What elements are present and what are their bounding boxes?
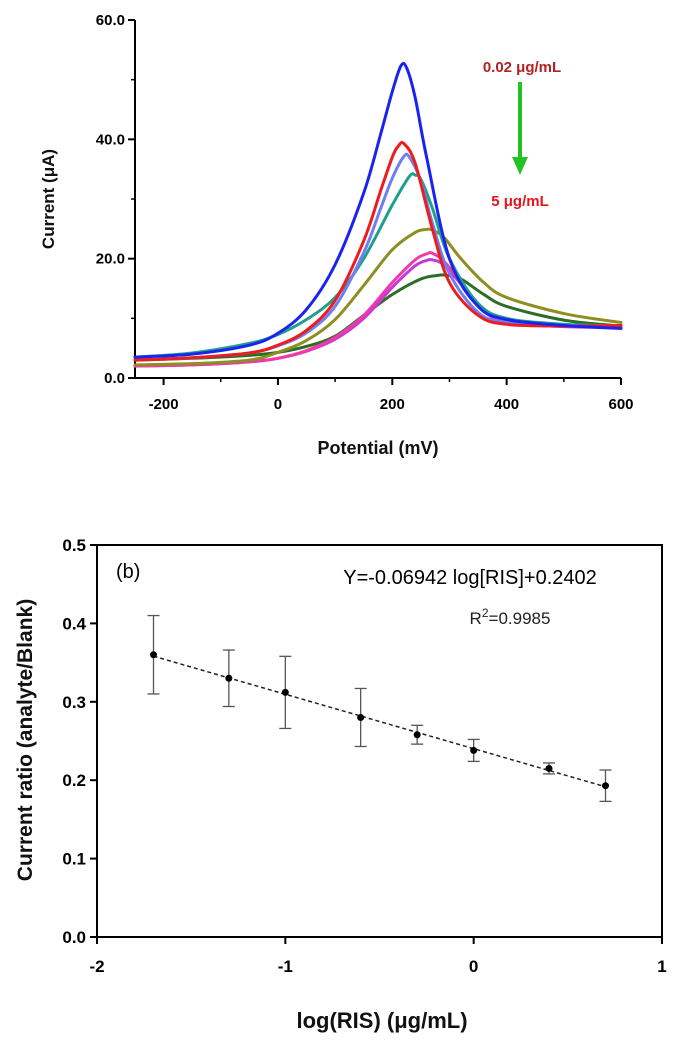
data-point [225, 674, 233, 682]
panel-b-y-tick-label: 0.0 [62, 928, 86, 947]
panel-b-calibration: -2 -1 0 1 0.0 0.1 0.2 0.3 0.4 0.5 (b) Y=-0.06942 … [14, 536, 667, 1033]
data-point [150, 651, 157, 659]
panel-a-ticks: -200 0 200 400 600 0.0 20.0 40.0 60.0 [96, 12, 634, 413]
r-squared-value: =0.9985 [489, 609, 551, 628]
panel-b-y-axis-title: Current ratio (analyte/Blank) [14, 599, 37, 881]
panel-b-x-tick-label: -1 [278, 957, 293, 976]
panel-b-y-tick-label: 0.2 [62, 771, 86, 790]
panel-b-x-tick-label: 0 [469, 957, 478, 976]
panel-a-x-tick-label: 600 [608, 396, 633, 413]
panel-b-y-tick-label: 0.1 [62, 850, 86, 869]
data-point-group [599, 769, 612, 803]
panel-a-x-tick-label: 400 [494, 396, 519, 413]
panel-b-ticks: -2 -1 0 1 0.0 0.1 0.2 0.3 0.4 0.5 [62, 536, 666, 976]
panel-a-curve [133, 61, 623, 359]
panel-b-label: (b) [116, 561, 140, 583]
panel-a-curve [133, 273, 623, 362]
arrow-head [512, 157, 528, 175]
panel-a-y-axis-title: Current (μA) [39, 149, 58, 249]
data-point [470, 746, 478, 754]
data-point-group [279, 655, 292, 730]
r-squared-letter: R [470, 609, 482, 628]
data-point-group [222, 649, 235, 708]
panel-a-y-tick-label: 20.0 [96, 251, 125, 268]
regression-line [153, 655, 606, 788]
data-point-group [147, 614, 160, 695]
data-point [357, 713, 365, 721]
panel-a-curve [133, 227, 623, 367]
panel-a-annotation-top: 0.02 μg/mL [483, 59, 561, 76]
r-squared-sup: 2 [482, 606, 489, 620]
panel-a-curve [133, 152, 623, 362]
panel-b-x-axis-title: log(RIS) (μg/mL) [296, 1008, 467, 1033]
panel-a-annotation-bottom: 5 μg/mL [491, 193, 549, 210]
panel-a-curve [133, 141, 623, 362]
panel-a-x-tick-label: 200 [380, 396, 405, 413]
regression-equation: Y=-0.06942 log[RIS]+0.2402 [343, 567, 597, 589]
panel-a-x-tick-label: -200 [149, 396, 179, 413]
data-point [281, 688, 289, 696]
data-point [545, 764, 553, 772]
panel-a-y-tick-label: 60.0 [96, 12, 125, 29]
panel-a-curves [133, 61, 623, 368]
panel-b-x-tick-label: 1 [657, 957, 666, 976]
panel-a-concentration-arrow [512, 82, 528, 175]
data-point-group [543, 762, 555, 775]
panel-b-y-tick-label: 0.4 [62, 614, 86, 633]
panel-b-frame [96, 544, 663, 938]
data-point-group [354, 687, 367, 748]
panel-a-x-tick-label: 0 [274, 396, 282, 413]
data-point [413, 731, 421, 739]
data-point [602, 782, 609, 790]
panel-a-y-tick-label: 0.0 [104, 370, 125, 387]
panel-a-x-axis-title: Potential (mV) [317, 438, 438, 458]
panel-b-y-tick-label: 0.3 [62, 693, 86, 712]
panel-b-x-tick-label: -2 [89, 957, 104, 976]
data-point-group [411, 724, 424, 745]
data-point-group [467, 738, 480, 763]
r-squared: R2=0.9985 [470, 606, 551, 628]
panel-b-y-tick-label: 0.5 [62, 536, 86, 555]
panel-a-voltammogram: -200 0 200 400 600 0.0 20.0 40.0 60.0 Potential … [39, 12, 634, 458]
panel-a-y-tick-label: 40.0 [96, 131, 125, 148]
panel-b-plot [147, 614, 612, 803]
